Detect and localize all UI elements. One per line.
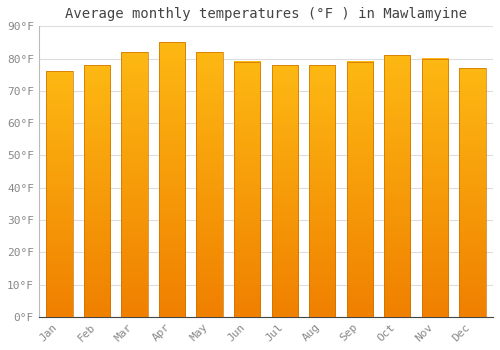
Bar bbox=[84, 65, 110, 317]
Bar bbox=[272, 65, 298, 317]
Title: Average monthly temperatures (°F ) in Mawlamyine: Average monthly temperatures (°F ) in Ma… bbox=[65, 7, 467, 21]
Bar bbox=[346, 62, 373, 317]
Bar bbox=[384, 55, 410, 317]
Bar bbox=[159, 42, 185, 317]
Bar bbox=[460, 68, 485, 317]
Bar bbox=[196, 52, 223, 317]
Bar bbox=[122, 52, 148, 317]
Bar bbox=[234, 62, 260, 317]
Bar bbox=[309, 65, 336, 317]
Bar bbox=[422, 58, 448, 317]
Bar bbox=[46, 71, 72, 317]
